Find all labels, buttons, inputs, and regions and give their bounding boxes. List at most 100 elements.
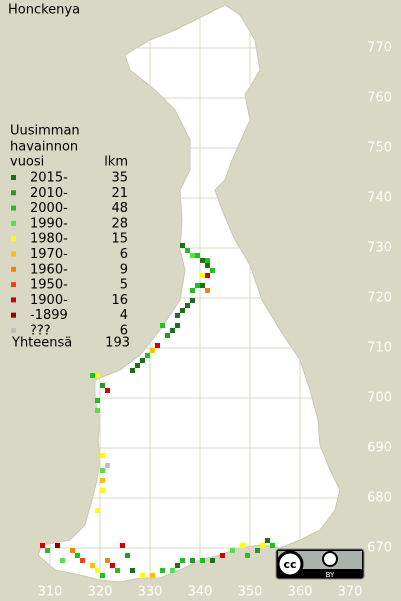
by-icon <box>322 551 338 567</box>
license-badge: cc BY <box>275 548 365 580</box>
record-square <box>155 343 160 348</box>
y-tick-label: 750 <box>367 141 392 156</box>
record-square <box>140 573 145 578</box>
legend-heading: Uusimman <box>10 124 80 139</box>
legend-label: 2015- <box>30 171 68 186</box>
record-square <box>145 353 150 358</box>
record-square <box>80 558 85 563</box>
legend-count: 4 <box>120 308 128 323</box>
record-square <box>180 243 185 248</box>
record-square <box>260 543 265 548</box>
legend-count: 48 <box>111 201 128 216</box>
record-square <box>175 323 180 328</box>
legend-label: 2010- <box>30 186 68 201</box>
legend-label: 1950- <box>30 278 68 293</box>
record-square <box>185 248 190 253</box>
y-tick-label: 720 <box>367 291 392 306</box>
legend-swatch <box>11 190 16 196</box>
legend-heading: havainnon <box>10 140 78 155</box>
record-square <box>95 508 100 513</box>
x-tick-label: 340 <box>188 585 213 600</box>
record-square <box>110 563 115 568</box>
legend-label: -1899 <box>30 308 68 323</box>
y-tick-label: 690 <box>367 441 392 456</box>
record-square <box>140 358 145 363</box>
legend-total-label: Yhteensä <box>11 336 72 351</box>
record-square <box>200 558 205 563</box>
legend-count: 35 <box>111 171 128 186</box>
y-tick-label: 760 <box>367 91 392 106</box>
record-square <box>230 548 235 553</box>
record-square <box>245 553 250 558</box>
record-square <box>95 373 100 378</box>
record-square <box>200 273 205 278</box>
legend-swatch <box>11 328 16 333</box>
legend-heading: vuosi <box>10 155 44 170</box>
y-tick-label: 740 <box>367 191 392 206</box>
record-square <box>165 333 170 338</box>
record-square <box>170 328 175 333</box>
y-tick-label: 730 <box>367 241 392 256</box>
record-square <box>255 548 260 553</box>
record-square <box>160 323 165 328</box>
record-square <box>105 463 110 468</box>
record-square <box>100 468 105 473</box>
record-square <box>120 543 125 548</box>
x-tick-label: 330 <box>138 585 163 600</box>
record-square <box>95 568 100 573</box>
legend-label: 1990- <box>30 216 68 231</box>
grid <box>0 0 368 585</box>
legend-count: 6 <box>120 324 128 339</box>
y-tick-label: 700 <box>367 391 392 406</box>
record-square <box>200 283 205 288</box>
record-square <box>190 298 195 303</box>
record-square <box>195 253 200 258</box>
cc-icon: cc <box>283 558 296 571</box>
legend-swatch <box>11 266 16 272</box>
record-square <box>240 543 245 548</box>
y-tick-label: 670 <box>367 541 392 556</box>
legend-swatch <box>11 312 16 318</box>
record-square <box>55 543 60 548</box>
legend-label: 1960- <box>30 262 68 277</box>
record-square <box>100 478 105 483</box>
record-square <box>150 573 155 578</box>
record-square <box>100 573 105 578</box>
legend-label: 1980- <box>30 232 68 247</box>
record-square <box>205 288 210 293</box>
record-square <box>75 553 80 558</box>
license-label: BY <box>326 571 335 579</box>
x-tick-label: 350 <box>238 585 263 600</box>
legend-count: 21 <box>111 186 128 201</box>
record-square <box>160 568 165 573</box>
legend-count: 15 <box>111 232 128 247</box>
record-square <box>190 253 195 258</box>
record-square <box>190 288 195 293</box>
squares <box>40 243 275 578</box>
record-square <box>180 308 185 313</box>
legend-count: 16 <box>111 293 128 308</box>
y-tick-label: 770 <box>367 41 392 56</box>
legend-total: 193 <box>105 336 130 351</box>
y-tick-label: 680 <box>367 491 392 506</box>
record-square <box>60 558 65 563</box>
record-square <box>190 558 195 563</box>
record-square <box>100 453 105 458</box>
record-square <box>175 563 180 568</box>
record-square <box>175 313 180 318</box>
record-square <box>45 548 50 553</box>
record-square <box>210 558 215 563</box>
record-square <box>95 398 100 403</box>
record-square <box>180 558 185 563</box>
record-square <box>170 568 175 573</box>
x-tick-label: 370 <box>338 585 363 600</box>
cc-circle <box>276 550 304 578</box>
legend-count-heading: lkm <box>104 155 128 170</box>
record-square <box>105 388 110 393</box>
record-square <box>125 553 130 558</box>
record-square <box>95 408 100 413</box>
record-square <box>150 348 155 353</box>
legend-count: 5 <box>120 278 128 293</box>
record-square <box>90 563 95 568</box>
